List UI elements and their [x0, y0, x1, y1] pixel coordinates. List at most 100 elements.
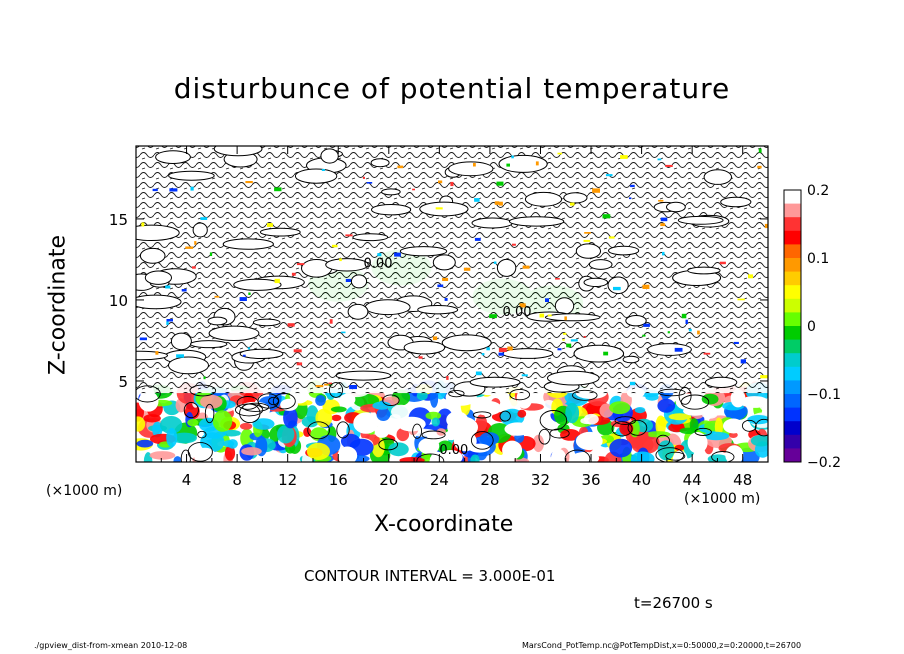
contour-loop [508, 216, 565, 227]
field-fleck [169, 188, 178, 192]
field-fleck [345, 234, 353, 237]
field-fleck [349, 385, 357, 390]
field-blob [315, 408, 333, 428]
field-fleck [539, 313, 545, 318]
field-blob [315, 395, 326, 406]
field-fleck [377, 253, 382, 257]
contour-loop [222, 238, 274, 250]
field-fleck [507, 346, 513, 351]
contour-loop [666, 201, 686, 213]
colorbar-cell [784, 394, 801, 409]
contour-loop [572, 389, 598, 401]
contour-label: 0.00 [364, 257, 393, 272]
field-blob [687, 432, 708, 454]
contour-loop [170, 332, 192, 351]
field-blob [725, 445, 744, 462]
field-blob [655, 415, 666, 436]
field-fleck [613, 286, 621, 291]
field-blob [657, 398, 676, 413]
contour-loop [412, 423, 423, 439]
field-fleck [176, 354, 184, 358]
contour-loop [547, 370, 600, 386]
x-axis-label: X-coordinate [374, 512, 514, 537]
contour-loop [720, 196, 752, 208]
field-blob [239, 422, 253, 430]
field-blob [502, 440, 523, 460]
colorbar-cell [784, 285, 801, 300]
field-fleck [418, 356, 423, 359]
contour-loop [268, 396, 279, 406]
contour-loop [347, 303, 369, 320]
field-fleck [719, 261, 726, 265]
colorbar-cell [784, 230, 801, 245]
contour-loop [741, 419, 757, 432]
field-fleck [394, 252, 401, 257]
field-fleck [642, 334, 646, 337]
contour-loop [168, 170, 215, 181]
contour-loop [378, 438, 399, 451]
field-blob [280, 398, 298, 411]
contour-loop [509, 388, 531, 401]
field-fleck [512, 243, 516, 246]
field-blob [583, 413, 599, 425]
field-fleck [155, 351, 159, 355]
field-fleck [562, 339, 565, 341]
field-fleck [412, 188, 415, 191]
contour-loop [371, 204, 412, 216]
field-blob [245, 402, 271, 418]
x-unit-label-right: (×1000 m) [684, 491, 761, 507]
field-blob [399, 457, 425, 462]
field-blob [475, 414, 487, 432]
colorbar-cell [784, 258, 801, 273]
contour-loop [403, 340, 446, 355]
field-fleck [446, 376, 449, 380]
field-fleck [620, 155, 628, 159]
colorbar-frame [783, 189, 802, 463]
contour-loop [364, 299, 411, 316]
field-blob [517, 409, 527, 418]
field-fleck [629, 197, 632, 200]
field-blob [136, 416, 146, 432]
field-fleck [328, 383, 333, 386]
contour-label: 0.00 [439, 443, 468, 458]
field-blob [532, 434, 545, 453]
field-blob [470, 454, 480, 462]
field-blob [396, 427, 410, 442]
field-blob [479, 432, 500, 446]
field-blob [241, 447, 262, 456]
contour-loop [658, 388, 686, 397]
field-fleck [658, 199, 664, 202]
field-blob [301, 416, 319, 428]
field-fleck [688, 328, 692, 332]
field-blob [630, 451, 655, 462]
field-blob [339, 393, 356, 406]
field-fleck [584, 232, 591, 234]
field-fleck [362, 176, 365, 179]
field-fleck [291, 272, 296, 276]
colorbar-cell [784, 353, 801, 368]
field-fleck [643, 323, 650, 327]
contour-loop [136, 350, 168, 361]
field-fleck [166, 319, 173, 322]
field-blob [372, 401, 392, 410]
contour-loop [208, 325, 260, 341]
field-fleck [194, 241, 197, 245]
contour-loop [622, 355, 640, 364]
field-fleck [511, 155, 514, 159]
contour-loop [538, 428, 551, 445]
field-fleck [494, 201, 500, 205]
field-blob [374, 425, 389, 438]
field-fleck [328, 382, 332, 385]
field-fleck [203, 376, 206, 380]
field-fleck [592, 188, 600, 193]
field-blob [222, 440, 235, 448]
field-fleck [473, 163, 476, 167]
field-fleck [239, 297, 247, 301]
field-fleck [315, 385, 324, 388]
field-blob [571, 451, 600, 462]
field-fleck [192, 266, 196, 269]
field-blob [723, 418, 744, 434]
contour-loop [647, 343, 692, 356]
x-tick-label: 48 [733, 471, 752, 489]
field-fleck [296, 362, 303, 366]
